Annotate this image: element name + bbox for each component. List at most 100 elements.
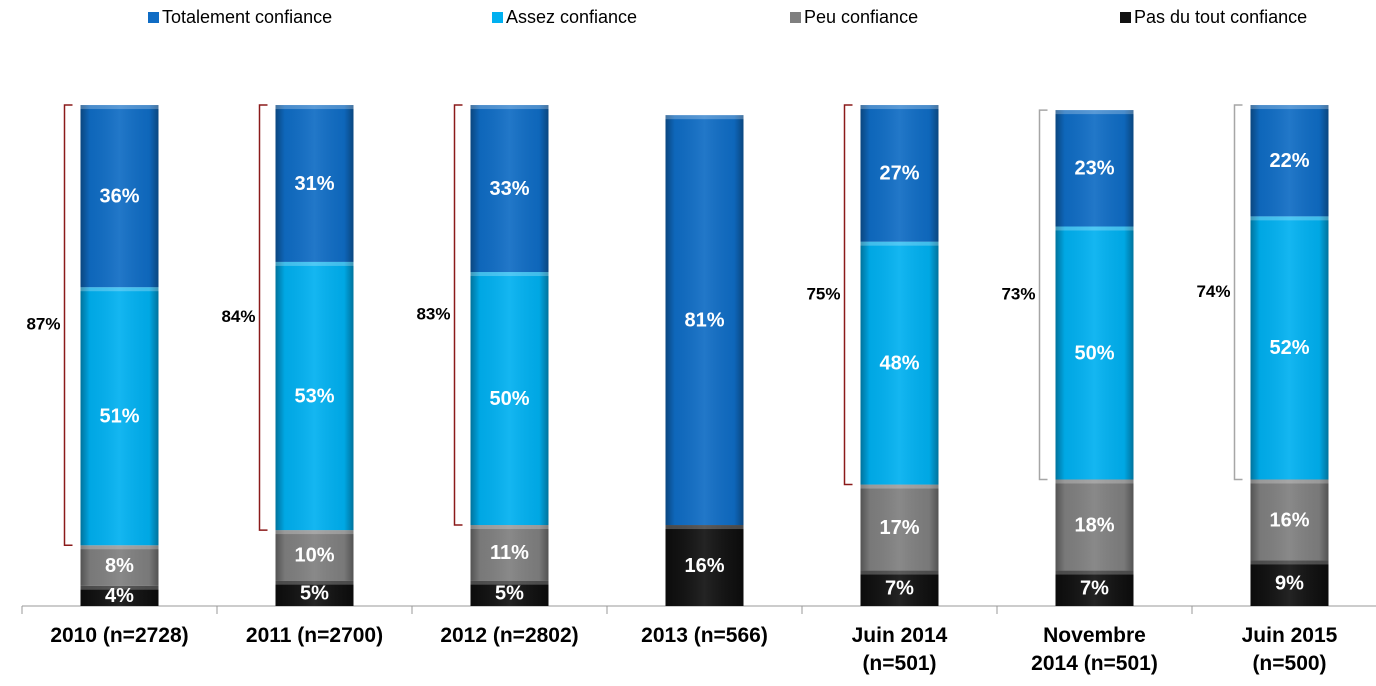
bar-shade <box>1250 105 1329 217</box>
bar-bevel <box>1250 105 1329 110</box>
bar-bevel <box>275 105 354 110</box>
data-label: 31% <box>294 173 334 195</box>
data-label: 10% <box>294 545 334 567</box>
bar-bevel <box>275 530 354 535</box>
data-label: 48% <box>879 352 919 374</box>
bracket-label: 84% <box>221 307 255 326</box>
bar-bevel <box>1055 110 1134 115</box>
bar-shade <box>275 261 354 531</box>
bar-shade <box>860 570 939 606</box>
x-tick-label: Novembre 2014 (n=501) <box>1031 624 1158 675</box>
data-label: 50% <box>489 388 529 410</box>
bar-shade <box>80 585 159 606</box>
bracket <box>63 104 73 547</box>
bar-bevel <box>470 580 549 585</box>
legend-label: Totalement confiance <box>162 7 332 27</box>
bar-bevel <box>1250 560 1329 565</box>
bar-shade <box>1250 216 1329 480</box>
bar-shade <box>275 580 354 606</box>
bar-bevel <box>275 580 354 585</box>
bracket <box>258 104 268 531</box>
bar-shade <box>80 287 159 546</box>
bar-shade <box>1055 570 1134 606</box>
data-label: 27% <box>879 163 919 185</box>
data-label: 5% <box>495 583 524 605</box>
bar-shade <box>860 241 939 485</box>
x-tick-label: 2012 (n=2802) <box>440 624 579 647</box>
bar-bevel <box>275 261 354 266</box>
bar-bevel <box>470 105 549 110</box>
bar-shade <box>665 115 744 526</box>
bar-shade <box>860 484 939 571</box>
bar-shade <box>1055 226 1134 480</box>
bracket <box>453 104 463 526</box>
bar-bevel <box>860 484 939 489</box>
bar-shade <box>275 105 354 262</box>
x-tick-label: Juin 2015 (n=500) <box>1241 624 1338 675</box>
data-label: 81% <box>684 309 724 331</box>
bar-shade <box>1055 110 1134 227</box>
bar-bevel <box>1055 226 1134 231</box>
legend-label: Peu confiance <box>804 7 918 27</box>
bar-shade <box>1250 479 1329 561</box>
bar-bevel <box>80 545 159 550</box>
data-label: 7% <box>885 578 914 600</box>
data-label: 16% <box>1269 509 1309 531</box>
data-label: 7% <box>1080 578 1109 600</box>
data-label: 11% <box>490 542 529 564</box>
data-label: 18% <box>1074 514 1114 536</box>
bar-bevel <box>1055 570 1134 575</box>
bar-shade <box>470 580 549 606</box>
data-label: 36% <box>99 185 139 207</box>
data-label: 33% <box>489 178 529 200</box>
legend-swatch <box>492 12 503 23</box>
bar-shade <box>80 105 159 288</box>
bar-shade <box>470 525 549 581</box>
bar-bevel <box>1055 479 1134 484</box>
bracket-label: 75% <box>806 284 840 303</box>
bar-bevel <box>1250 479 1329 484</box>
bar-bevel <box>80 585 159 590</box>
bracket <box>843 104 853 486</box>
data-label: 9% <box>1275 573 1304 595</box>
bracket-label: 74% <box>1196 282 1230 301</box>
bracket-label: 73% <box>1001 284 1035 303</box>
data-label: 17% <box>879 517 919 539</box>
bar-bevel <box>1250 216 1329 221</box>
legend-swatch <box>148 12 159 23</box>
legend-label: Assez confiance <box>506 7 637 27</box>
bar-bevel <box>665 525 744 530</box>
x-tick-label: 2011 (n=2700) <box>245 624 384 647</box>
bar-bevel <box>860 241 939 246</box>
legend-swatch <box>790 12 801 23</box>
x-tick-label: 2013 (n=566) <box>641 624 768 647</box>
bar-bevel <box>80 287 159 292</box>
bar-bevel <box>80 105 159 110</box>
data-label: 52% <box>1269 337 1309 359</box>
data-label: 51% <box>99 406 139 428</box>
bar-shade <box>1055 479 1134 571</box>
data-label: 4% <box>105 585 134 607</box>
bar-shade <box>665 525 744 606</box>
data-label: 22% <box>1269 150 1309 172</box>
data-label: 23% <box>1074 158 1114 180</box>
x-tick-label: 2010 (n=2728) <box>50 624 189 647</box>
data-label: 50% <box>1074 342 1114 364</box>
bracket-label: 87% <box>26 315 60 334</box>
bar-bevel <box>665 115 744 120</box>
bar-bevel <box>860 570 939 575</box>
data-label: 16% <box>684 555 724 577</box>
bar-shade <box>860 105 939 242</box>
bar-shade <box>80 545 159 586</box>
bar-shade <box>275 530 354 581</box>
bar-shade <box>470 105 549 273</box>
data-label: 53% <box>294 385 334 407</box>
bar-shade <box>1250 560 1329 606</box>
bar-bevel <box>470 272 549 277</box>
bracket <box>1233 104 1243 481</box>
legend-label: Pas du tout confiance <box>1134 7 1307 27</box>
legend-swatch <box>1120 12 1131 23</box>
bracket <box>1038 109 1048 481</box>
